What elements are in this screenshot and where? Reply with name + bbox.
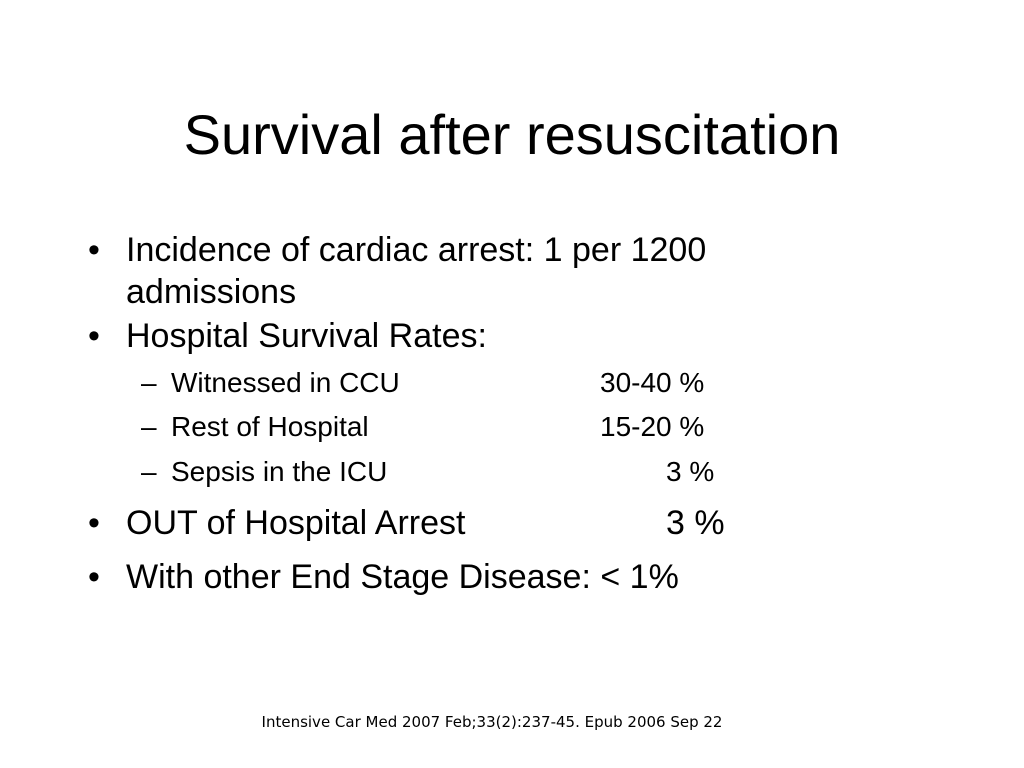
bullet-value: 3 % bbox=[666, 504, 725, 542]
bullet-marker: • bbox=[88, 231, 100, 269]
sub-bullet-value: 15-20 % bbox=[600, 411, 705, 442]
bullet-text: With other End Stage Disease: < 1% bbox=[126, 558, 679, 596]
bullet-marker: • bbox=[88, 317, 100, 355]
bullet-text: admissions bbox=[126, 273, 297, 311]
sub-bullet-value: 3 % bbox=[666, 456, 715, 487]
sub-bullet-label: Witnessed in CCU bbox=[171, 367, 400, 398]
sub-bullet-value: 30-40 % bbox=[600, 367, 705, 398]
citation: Intensive Car Med 2007 Feb;33(2):237-45.… bbox=[261, 713, 723, 731]
sub-bullet-label: Sepsis in the ICU bbox=[171, 456, 388, 487]
sub-bullet-label: Rest of Hospital bbox=[171, 411, 369, 442]
slide-title: Survival after resuscitation bbox=[183, 103, 841, 166]
bullet-text: Hospital Survival Rates: bbox=[126, 317, 487, 355]
sub-bullet-marker: – bbox=[141, 411, 157, 442]
bullet-label: OUT of Hospital Arrest bbox=[126, 504, 466, 542]
sub-bullet-marker: – bbox=[141, 367, 157, 398]
sub-bullet-marker: – bbox=[141, 456, 157, 487]
bullet-marker: • bbox=[88, 504, 100, 542]
bullet-text: Incidence of cardiac arrest: 1 per 1200 bbox=[126, 231, 707, 269]
bullet-marker: • bbox=[88, 558, 100, 596]
